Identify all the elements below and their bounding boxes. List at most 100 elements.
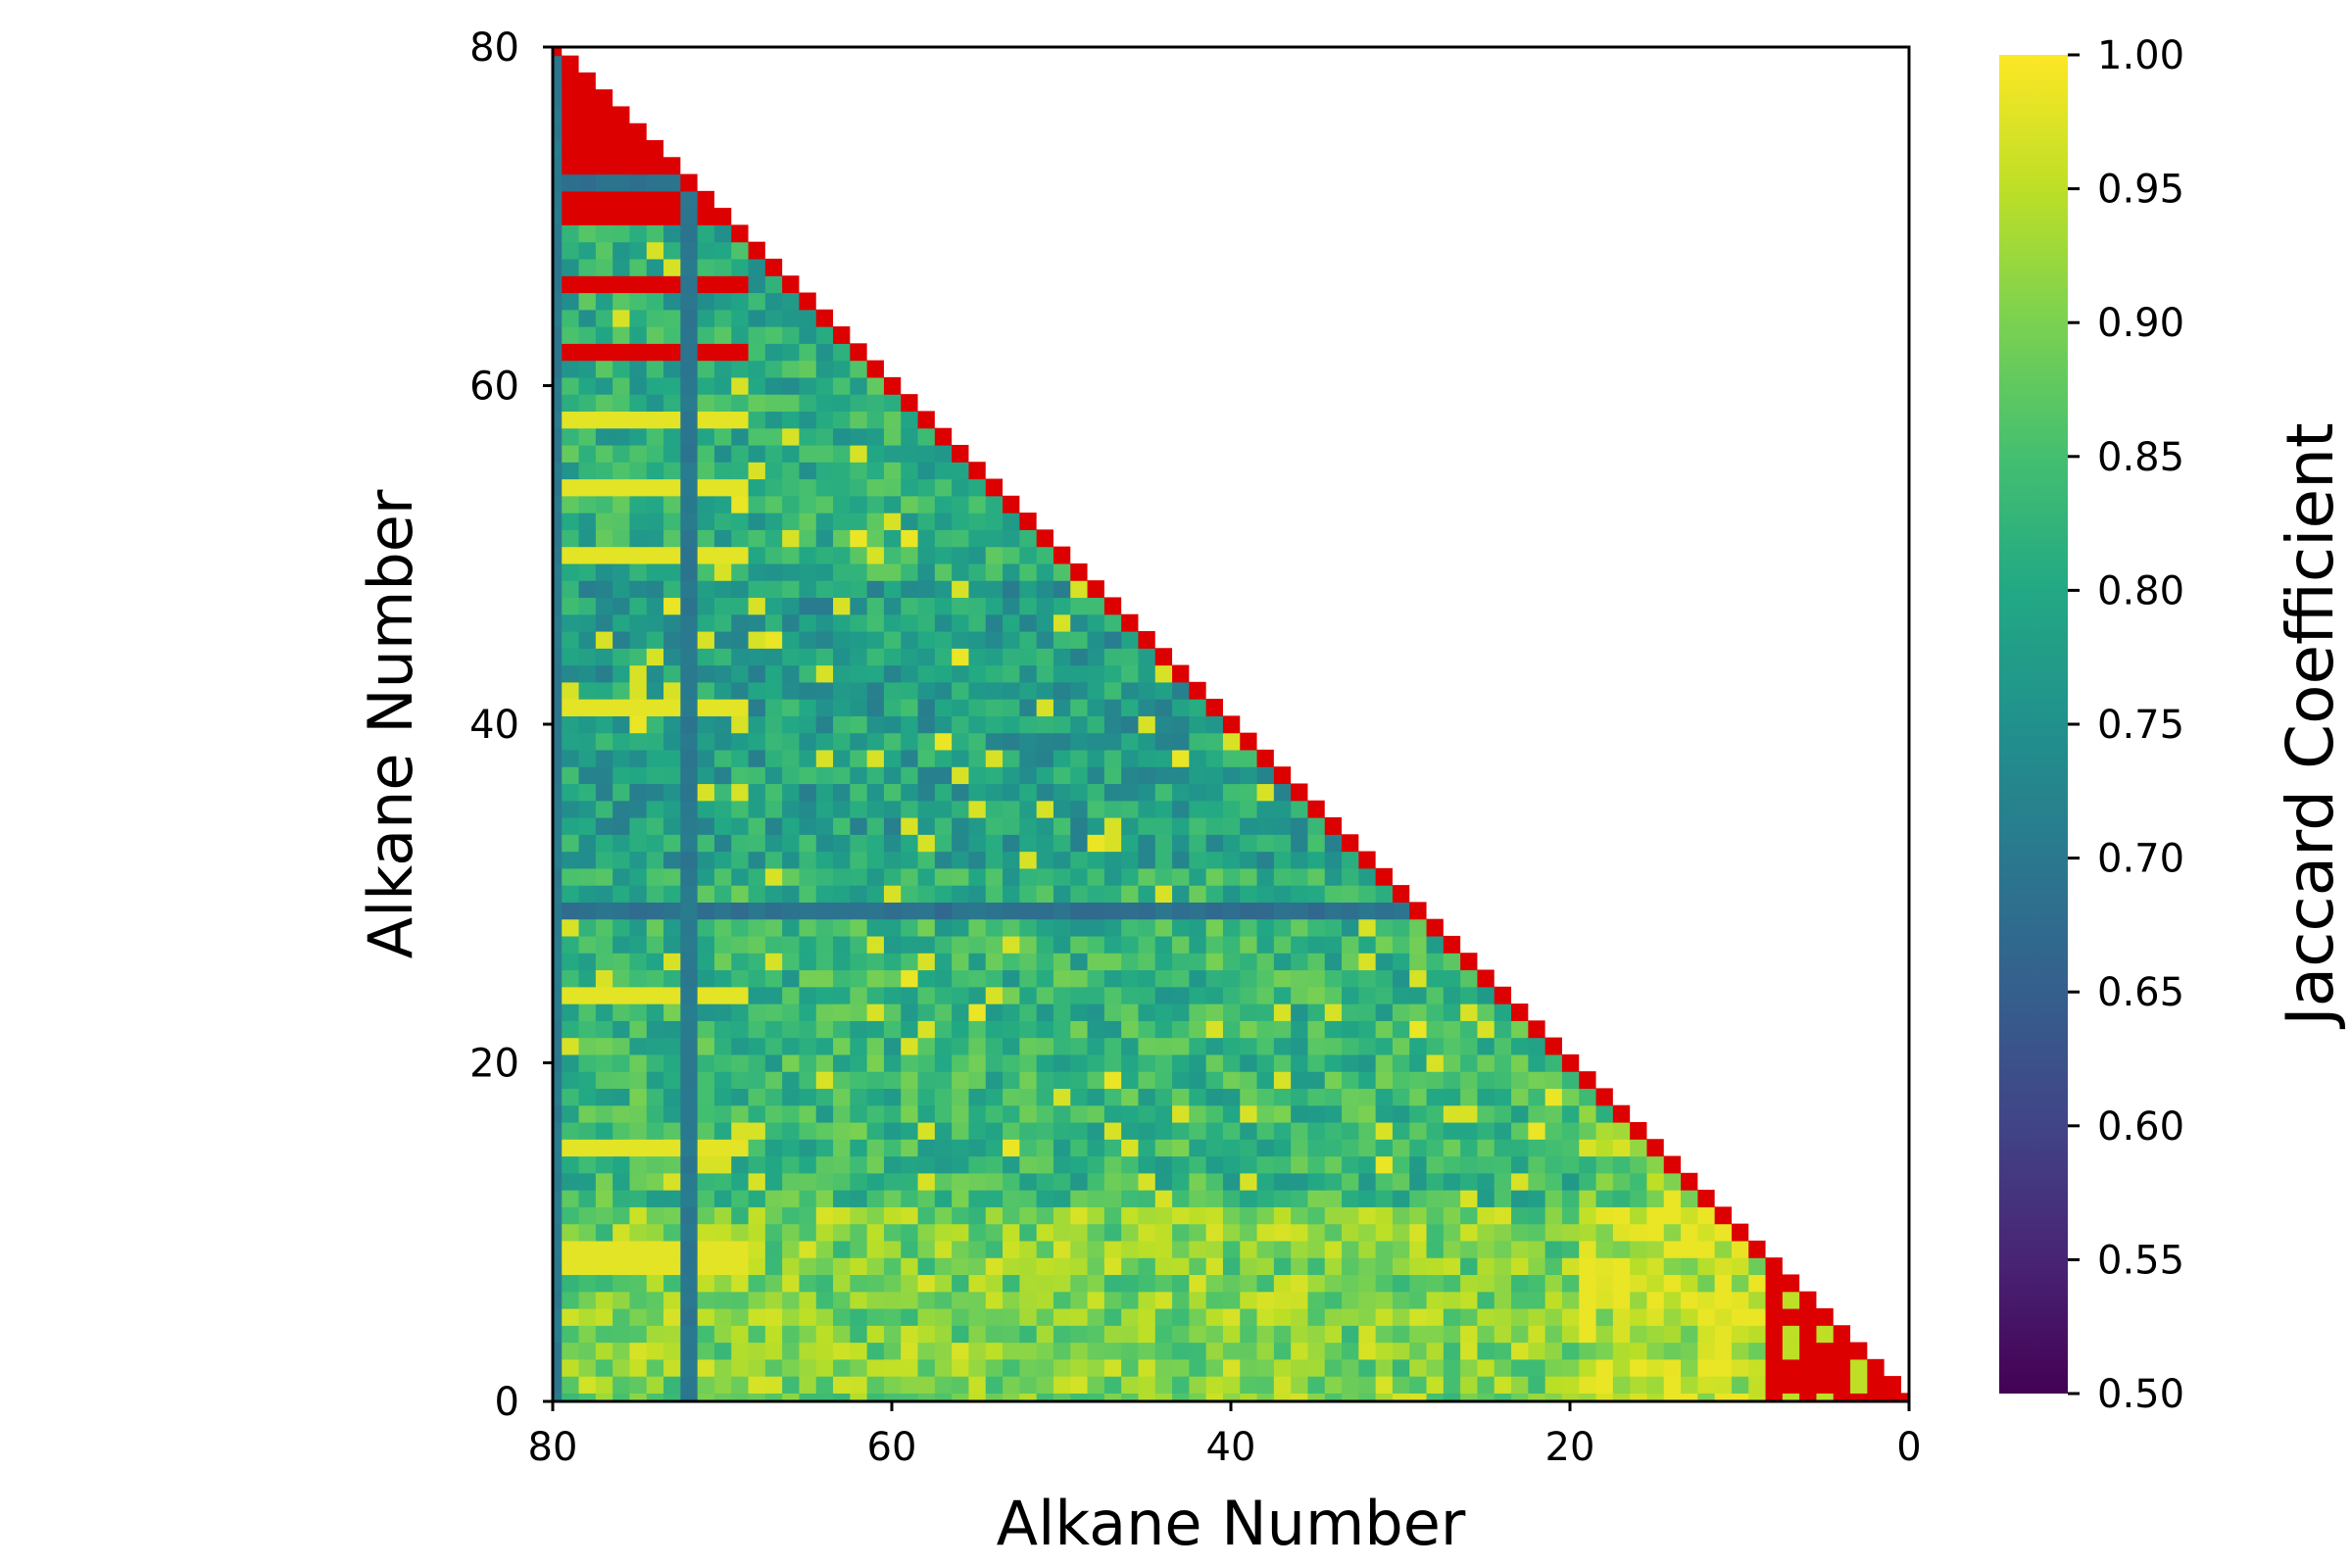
heatmap-cell [1002, 766, 1020, 785]
heatmap-cell [1018, 851, 1037, 869]
heatmap-cell [934, 563, 953, 581]
heatmap-cell [1714, 1325, 1732, 1344]
heatmap-cell [1663, 1376, 1682, 1394]
heatmap-cell [1018, 1037, 1037, 1055]
heatmap-cell [730, 546, 749, 564]
heatmap-cell [764, 613, 783, 632]
heatmap-cell [1002, 1223, 1020, 1242]
heatmap-cell [747, 241, 765, 260]
heatmap-cell [561, 1325, 579, 1344]
heatmap-cell [612, 427, 630, 446]
heatmap-cell [1392, 1325, 1410, 1344]
x-tick-label: 60 [867, 1425, 917, 1470]
heatmap-cell [866, 444, 884, 463]
heatmap-cell [713, 1342, 732, 1360]
heatmap-cell [1663, 1223, 1682, 1242]
heatmap-cell [1086, 681, 1104, 700]
heatmap-cell [679, 935, 698, 954]
heatmap-cell [866, 563, 884, 581]
heatmap-cell [883, 867, 902, 886]
heatmap-cell [916, 1291, 935, 1309]
heatmap-cell [1408, 1325, 1427, 1344]
heatmap-cell [1171, 1020, 1190, 1039]
heatmap-cell [1222, 1071, 1241, 1090]
heatmap-cell [561, 72, 579, 90]
heatmap-cell [1527, 1325, 1545, 1344]
heatmap-cell [679, 173, 698, 192]
heatmap-cell [1663, 1240, 1682, 1258]
heatmap-cell [1171, 1206, 1190, 1225]
heatmap-cell [1069, 749, 1088, 767]
heatmap-cell [1527, 1291, 1545, 1309]
heatmap-cell [1069, 1104, 1088, 1123]
heatmap-cell [900, 597, 918, 615]
heatmap-cell [1205, 732, 1223, 751]
heatmap-cell [832, 1325, 851, 1344]
heatmap-cell [1476, 1342, 1494, 1360]
heatmap-cell [553, 902, 563, 920]
heatmap-cell [747, 258, 765, 276]
heatmap-cell [679, 241, 698, 260]
heatmap-cell [1086, 834, 1104, 853]
heatmap-cell [1443, 1257, 1461, 1276]
heatmap-cell [934, 1223, 953, 1242]
heatmap-cell [781, 783, 800, 802]
heatmap-cell [1137, 953, 1155, 971]
heatmap-cell [628, 173, 647, 192]
heatmap-cell [798, 699, 816, 716]
heatmap-cell [697, 834, 714, 853]
heatmap-cell [883, 766, 902, 785]
heatmap-cell [1086, 1004, 1104, 1021]
heatmap-cell [595, 208, 613, 225]
heatmap-cell [1357, 885, 1376, 903]
heatmap-cell [951, 1393, 969, 1402]
heatmap-cell [679, 766, 698, 785]
heatmap-cell [1205, 902, 1223, 920]
heatmap-cell [612, 1307, 630, 1326]
heatmap-cell [900, 630, 918, 649]
heatmap-cell [553, 1121, 563, 1140]
heatmap-cell [697, 1104, 714, 1123]
heatmap-cell [713, 563, 732, 581]
heatmap-cell [1002, 732, 1020, 751]
heatmap-cell [832, 478, 851, 497]
heatmap-cell [832, 1257, 851, 1276]
heatmap-cell [1053, 1054, 1071, 1072]
heatmap-cell [1002, 749, 1020, 767]
heatmap-cell [1578, 1172, 1596, 1191]
heatmap-cell [900, 478, 918, 497]
heatmap-cell [1188, 918, 1206, 937]
heatmap-cell [1357, 1139, 1376, 1157]
heatmap-cell [985, 1206, 1004, 1225]
heatmap-cell [1069, 732, 1088, 751]
heatmap-cell [866, 1172, 884, 1191]
heatmap-cell [662, 275, 681, 294]
heatmap-cell [951, 902, 969, 920]
heatmap-cell [1002, 1088, 1020, 1106]
heatmap-cell [900, 394, 918, 413]
heatmap-cell [951, 817, 969, 835]
heatmap-cell [1137, 732, 1155, 751]
heatmap-cell [1137, 867, 1155, 886]
heatmap-cell [832, 597, 851, 615]
heatmap-cell [1103, 1054, 1122, 1072]
heatmap-cell [1018, 1257, 1037, 1276]
heatmap-cell [764, 275, 783, 294]
heatmap-cell [916, 1088, 935, 1106]
heatmap-cell [561, 258, 579, 276]
heatmap-cell [1510, 1088, 1529, 1106]
heatmap-cell [595, 157, 613, 175]
heatmap-cell [628, 630, 647, 649]
heatmap-cell [1273, 1104, 1292, 1123]
heatmap-cell [697, 648, 714, 666]
heatmap-cell [1273, 1393, 1292, 1402]
heatmap-cell [1764, 1376, 1783, 1394]
heatmap-cell [553, 478, 563, 497]
heatmap-cell [713, 1121, 732, 1140]
heatmap-cell [1069, 597, 1088, 615]
heatmap-cell [951, 834, 969, 853]
heatmap-cell [1053, 851, 1071, 869]
heatmap-cell [747, 1020, 765, 1039]
heatmap-cell [553, 326, 563, 344]
heatmap-cell [1561, 1358, 1580, 1377]
